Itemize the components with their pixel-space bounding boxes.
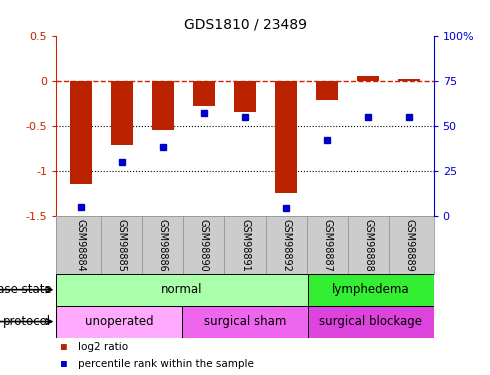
Text: GSM98886: GSM98886 [158,219,168,271]
Bar [308,306,434,338]
Text: lymphedema: lymphedema [332,283,410,296]
Bar [308,274,434,306]
Bar [316,81,338,100]
Bar [357,76,379,81]
Text: disease state: disease state [0,283,51,296]
Text: normal: normal [161,283,203,296]
Bar [70,81,92,184]
Bar [111,81,133,146]
Text: GSM98884: GSM98884 [76,219,86,271]
Bar [234,81,256,112]
Title: GDS1810 / 23489: GDS1810 / 23489 [183,18,307,32]
Bar [56,306,182,338]
Bar [56,274,308,306]
Text: protocol: protocol [3,315,51,328]
Text: log2 ratio: log2 ratio [78,342,128,352]
Text: GSM98887: GSM98887 [322,219,332,272]
Text: unoperated: unoperated [85,315,153,328]
Bar [182,306,308,338]
Text: GSM98891: GSM98891 [240,219,250,271]
Text: surgical blockage: surgical blockage [319,315,422,328]
Text: GSM98890: GSM98890 [199,219,209,271]
Text: GSM98885: GSM98885 [117,219,127,272]
Bar [152,81,174,130]
Text: surgical sham: surgical sham [204,315,286,328]
Text: GSM98889: GSM98889 [404,219,414,271]
Text: GSM98888: GSM98888 [363,219,373,271]
Text: ■: ■ [61,342,67,352]
Bar [193,81,215,106]
Text: GSM98892: GSM98892 [281,219,291,272]
Text: percentile rank within the sample: percentile rank within the sample [78,359,254,369]
Bar [275,81,297,193]
Text: ■: ■ [61,359,67,369]
Bar [398,79,420,81]
